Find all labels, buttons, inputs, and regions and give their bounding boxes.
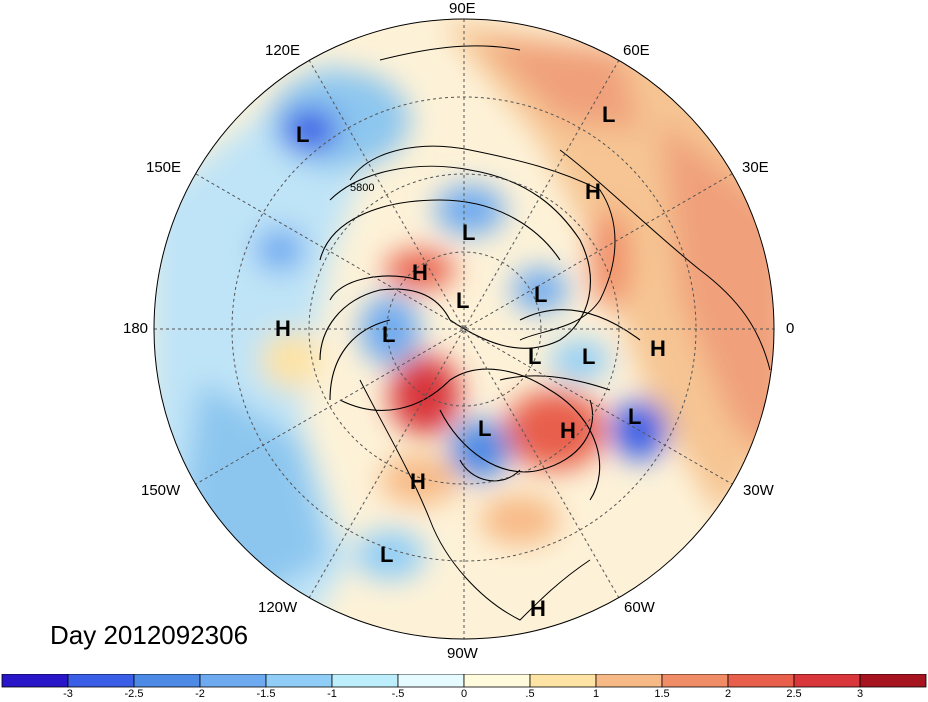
colorbar-swatch (529, 674, 597, 688)
high-center: H (530, 596, 546, 621)
colorbar-tick-label: -1 (327, 688, 337, 700)
height-contours (319, 165, 641, 501)
colorbar-swatch (661, 674, 729, 688)
colorbar-tick-label: -2.5 (124, 688, 144, 700)
colorbar-swatch (793, 674, 861, 688)
high-center: H (585, 179, 601, 204)
colorbar-swatch (265, 674, 333, 688)
lon-label-60e: 60E (623, 42, 650, 59)
high-center: H (275, 316, 291, 341)
high-center: H (560, 418, 576, 443)
colorbar-swatch (397, 674, 465, 688)
colorbar-tick-label: -3 (63, 688, 73, 700)
low-center: L (296, 122, 309, 147)
low-center: L (582, 344, 595, 369)
lon-label-120e: 120E (265, 42, 301, 59)
colorbar-tick-label: -.5 (391, 688, 405, 700)
low-center: L (528, 344, 541, 369)
high-center: H (412, 260, 428, 285)
colorbar-tick-label: 0 (460, 688, 468, 700)
colorbar (1, 674, 927, 688)
colorbar-swatch (859, 674, 927, 688)
colorbar-swatch (199, 674, 267, 688)
colorbar-tick-label: 2 (724, 688, 732, 700)
lon-label-90e: 90E (449, 0, 476, 17)
graticule (154, 19, 774, 639)
colorbar-swatch (463, 674, 531, 688)
lon-label-90w: 90W (447, 645, 478, 662)
lon-label-150w: 150W (141, 482, 181, 499)
colorbar-tick-label: -2 (195, 688, 205, 700)
pressure-centers: L L H L H L L H L L L L H H L H H L (275, 102, 666, 621)
low-center: L (534, 282, 547, 307)
colorbar-tick-label: 2.5 (786, 688, 802, 700)
anomaly-field (154, 19, 774, 639)
colorbar-swatch (331, 674, 399, 688)
colorbar-swatch (133, 674, 201, 688)
high-center: H (410, 469, 426, 494)
low-center: L (478, 416, 491, 441)
low-center: L (462, 220, 475, 245)
low-center: L (628, 404, 641, 429)
colorbar-swatch (1, 674, 69, 688)
contour-label: 5800 (350, 182, 374, 194)
low-center: L (380, 542, 393, 567)
colorbar-swatch (595, 674, 663, 688)
lon-label-30e: 30E (742, 159, 769, 176)
lon-label-30w: 30W (743, 482, 774, 499)
colorbar-swatch (727, 674, 795, 688)
low-center: L (382, 322, 395, 347)
low-center: L (602, 102, 615, 127)
map-boundary (153, 18, 775, 640)
lon-label-180: 180 (123, 320, 149, 337)
coastlines (349, 45, 771, 621)
low-center: L (456, 288, 469, 313)
lon-label-60w: 60W (624, 599, 655, 616)
colorbar-tick-label: 1 (592, 688, 600, 700)
colorbar-tick-label: .5 (525, 688, 535, 700)
day-title: Day 2012092306 (50, 620, 249, 650)
lon-label-120w: 120W (258, 599, 298, 616)
colorbar-tick-label: 3 (856, 688, 864, 700)
colorbar-tick-label: -1.5 (256, 688, 276, 700)
high-center: H (650, 336, 666, 361)
lon-label-0: 0 (786, 320, 795, 337)
lon-label-150e: 150E (146, 159, 182, 176)
colorbar-swatch (67, 674, 135, 688)
colorbar-tick-label: 1.5 (654, 688, 670, 700)
